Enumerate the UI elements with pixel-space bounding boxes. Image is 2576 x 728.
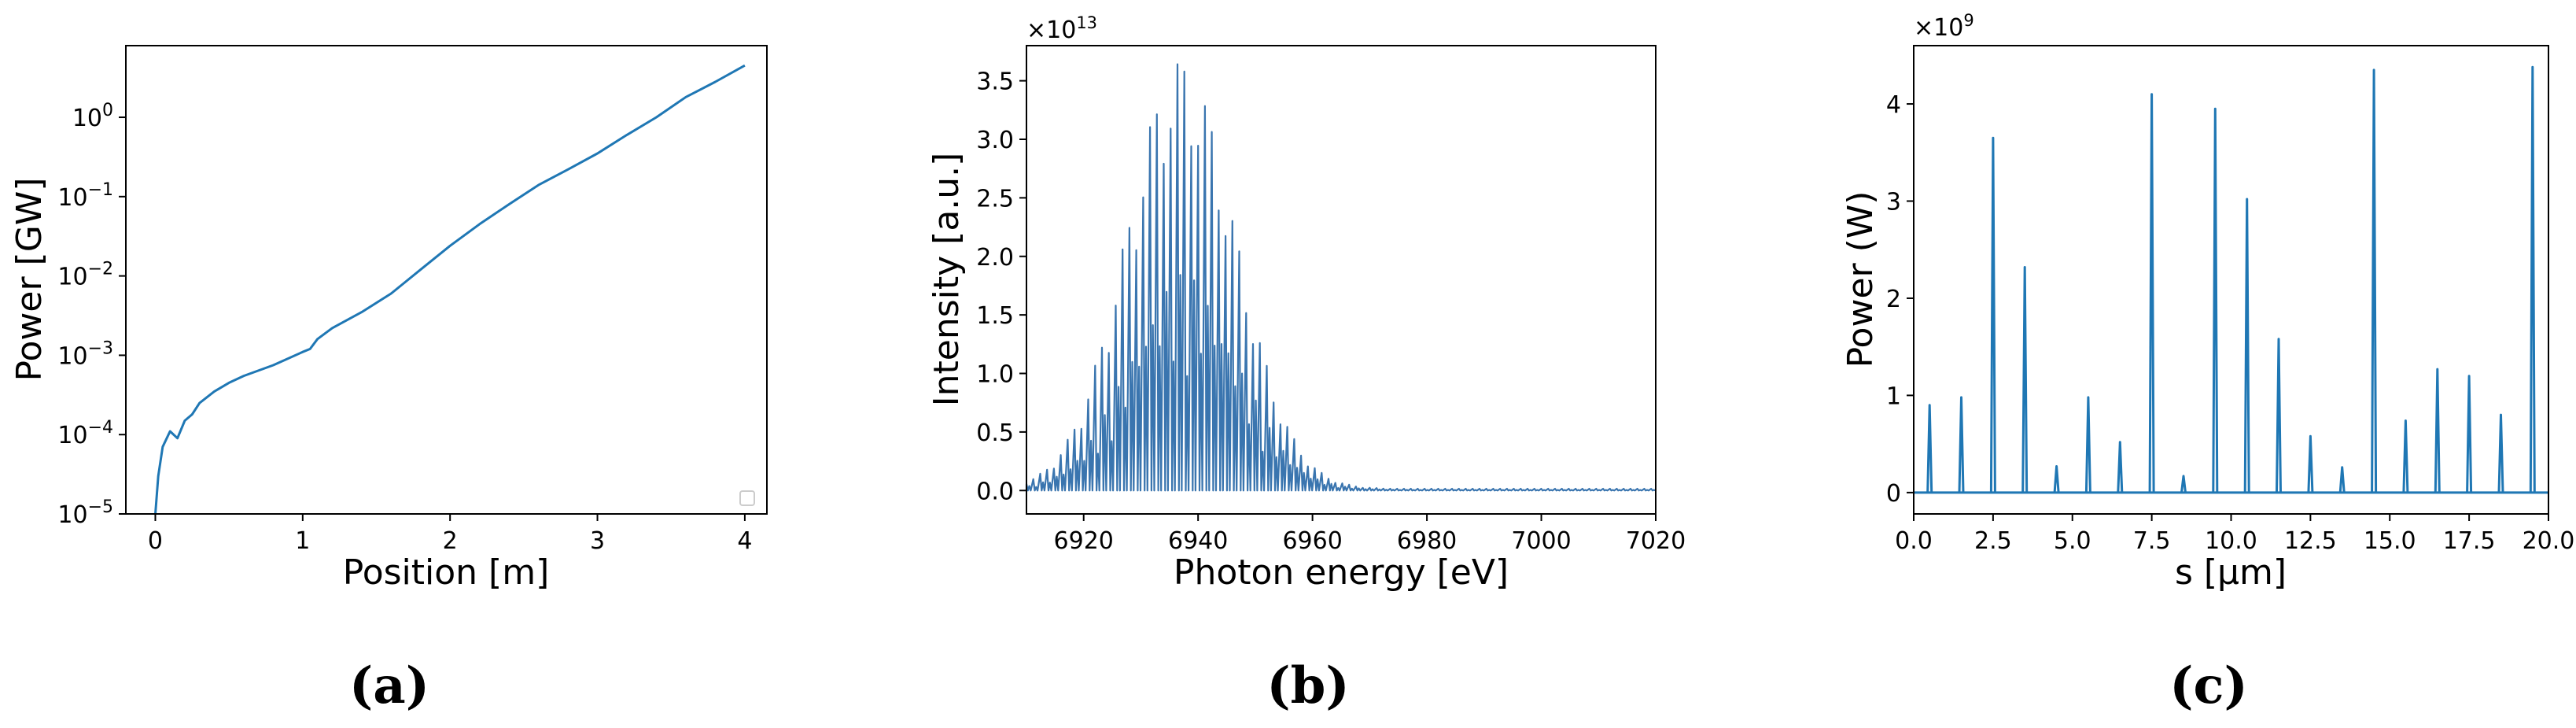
panel-a-ytick-label: 10−1 bbox=[57, 180, 113, 212]
panel-c-xtick-label: 0.0 bbox=[1895, 527, 1933, 555]
panel-b-sci-offset: ×1013 bbox=[1026, 13, 1097, 44]
panel-c-spike bbox=[2402, 419, 2409, 493]
panel-c-ytick-label: 2 bbox=[1886, 286, 1901, 313]
panel-c-ytick-label: 1 bbox=[1886, 382, 1901, 410]
panel-c-xtick-label: 2.5 bbox=[1974, 527, 2012, 555]
panel-b-ytick-label: 2.0 bbox=[976, 244, 1014, 272]
panel-c-spike bbox=[2084, 396, 2091, 493]
panel-c-frame bbox=[1913, 45, 2549, 515]
panel-c-spike bbox=[2117, 441, 2124, 493]
panel-b-xlabel: Photon energy [eV] bbox=[1174, 552, 1509, 593]
panel-a-power-line bbox=[154, 64, 746, 515]
panel-a-plot-area bbox=[154, 64, 746, 515]
panel-c-spike bbox=[1926, 404, 1933, 493]
panel-c-spike bbox=[2212, 107, 2219, 493]
panel-a-ytick-label: 100 bbox=[72, 101, 113, 132]
panel-c-spike bbox=[1989, 136, 1996, 493]
panel-b-label: (b) bbox=[1266, 656, 1349, 715]
panel-c-spike bbox=[2180, 475, 2187, 493]
panel-c-spike bbox=[2371, 68, 2378, 493]
panel-a-ytick-label: 10−4 bbox=[57, 418, 113, 449]
panel-c: 0.0 2.5 5.0 7.5 10.0 12.5 15.0 17.5 20.0 0 1 2 3 4 ×1… bbox=[1841, 11, 2574, 715]
panel-c-xlabel: s [μm] bbox=[2175, 552, 2287, 593]
panel-b-xtick-label: 6920 bbox=[1054, 527, 1114, 555]
panel-b-spectrum-line bbox=[1025, 63, 1657, 492]
panel-c-spike bbox=[2021, 266, 2029, 493]
panel-c-spike bbox=[2434, 368, 2441, 493]
panel-a-xtick-label: 2 bbox=[443, 527, 458, 555]
panel-c-spike bbox=[2276, 338, 2282, 493]
panel-b-ytick-label: 3.5 bbox=[976, 68, 1014, 96]
panel-b-ylabel: Intensity [a.u.] bbox=[927, 153, 967, 407]
panel-b-plot-area bbox=[1025, 63, 1657, 492]
panel-a-xlabel: Position [m] bbox=[343, 552, 550, 593]
panel-c-ytick-label: 4 bbox=[1886, 91, 1901, 119]
panel-b-xtick-label: 7000 bbox=[1511, 527, 1571, 555]
panel-c-xtick-label: 12.5 bbox=[2284, 527, 2337, 555]
panel-c-ylabel: Power (W) bbox=[1841, 191, 1881, 368]
panel-a-frame bbox=[125, 45, 768, 515]
panel-b: 6920 6940 6960 6980 7000 7020 0.0 0.5 1.0 1.5 2.0 2… bbox=[927, 13, 1686, 715]
panel-c-spike bbox=[2338, 466, 2346, 493]
panel-a-xtick-label: 3 bbox=[590, 527, 605, 555]
panel-b-axes: 6920 6940 6960 6980 7000 7020 0.0 0.5 1.0 1.5 2.0 2… bbox=[976, 68, 1686, 555]
panel-b-frame bbox=[1026, 45, 1657, 515]
panel-c-sci-offset: ×109 bbox=[1914, 11, 1974, 42]
panel-a-ytick-label: 10−3 bbox=[57, 338, 113, 370]
panel-a-xtick-label: 4 bbox=[737, 527, 752, 555]
panel-c-plot-area bbox=[1914, 65, 2548, 494]
panel-c-ytick-label: 0 bbox=[1886, 480, 1901, 508]
panel-a-label: (a) bbox=[349, 656, 429, 715]
panel-c-label: (c) bbox=[2169, 656, 2248, 715]
panel-b-ytick-label: 0.5 bbox=[976, 419, 1014, 447]
panel-c-spike bbox=[2243, 198, 2250, 493]
panel-b-ytick-label: 3.0 bbox=[976, 127, 1014, 154]
panel-c-xtick-label: 17.5 bbox=[2443, 527, 2496, 555]
panel-c-spike bbox=[2053, 465, 2060, 493]
panel-b-ytick-label: 2.5 bbox=[976, 185, 1014, 212]
panel-c-spike bbox=[2307, 434, 2314, 493]
panel-a-ylabel: Power [GW] bbox=[9, 178, 50, 382]
panel-c-spike bbox=[2529, 65, 2536, 493]
panel-a: 0 1 2 3 4 10−5 10−4 10−3 10−2 10−1 100 Position [m… bbox=[9, 45, 768, 715]
panel-c-xtick-label: 10.0 bbox=[2205, 527, 2257, 555]
panel-a-legend-box bbox=[739, 490, 755, 506]
panel-c-xtick-label: 15.0 bbox=[2364, 527, 2416, 555]
panel-b-ytick-label: 1.5 bbox=[976, 302, 1014, 330]
panel-a-ytick-label: 10−2 bbox=[57, 260, 113, 291]
panel-b-xtick-label: 6960 bbox=[1282, 527, 1342, 555]
panel-a-ytick-label: 10−5 bbox=[57, 497, 113, 529]
panel-c-ytick-label: 3 bbox=[1886, 189, 1901, 216]
panel-c-axes: 0.0 2.5 5.0 7.5 10.0 12.5 15.0 17.5 20.0 0 1 2 3 4 bbox=[1886, 91, 2574, 555]
panel-c-spike bbox=[2497, 413, 2504, 493]
panel-c-spike bbox=[2148, 93, 2155, 493]
panel-a-xtick-label: 0 bbox=[148, 527, 163, 555]
panel-b-ytick-label: 0.0 bbox=[976, 478, 1014, 505]
panel-a-axes: 0 1 2 3 4 10−5 10−4 10−3 10−2 10−1 100 bbox=[57, 101, 752, 555]
panel-c-xtick-label: 7.5 bbox=[2133, 527, 2171, 555]
panel-c-xtick-label: 5.0 bbox=[2054, 527, 2091, 555]
panel-b-xtick-label: 6980 bbox=[1397, 527, 1457, 555]
panel-b-ytick-label: 1.0 bbox=[976, 361, 1014, 389]
panel-c-spike bbox=[1958, 396, 1965, 493]
panel-a-xtick-label: 1 bbox=[295, 527, 310, 555]
panel-c-xtick-label: 20.0 bbox=[2523, 527, 2575, 555]
panel-b-xtick-label: 6940 bbox=[1168, 527, 1228, 555]
panel-c-spike bbox=[2466, 375, 2473, 493]
panel-b-xtick-label: 7020 bbox=[1626, 527, 1686, 555]
